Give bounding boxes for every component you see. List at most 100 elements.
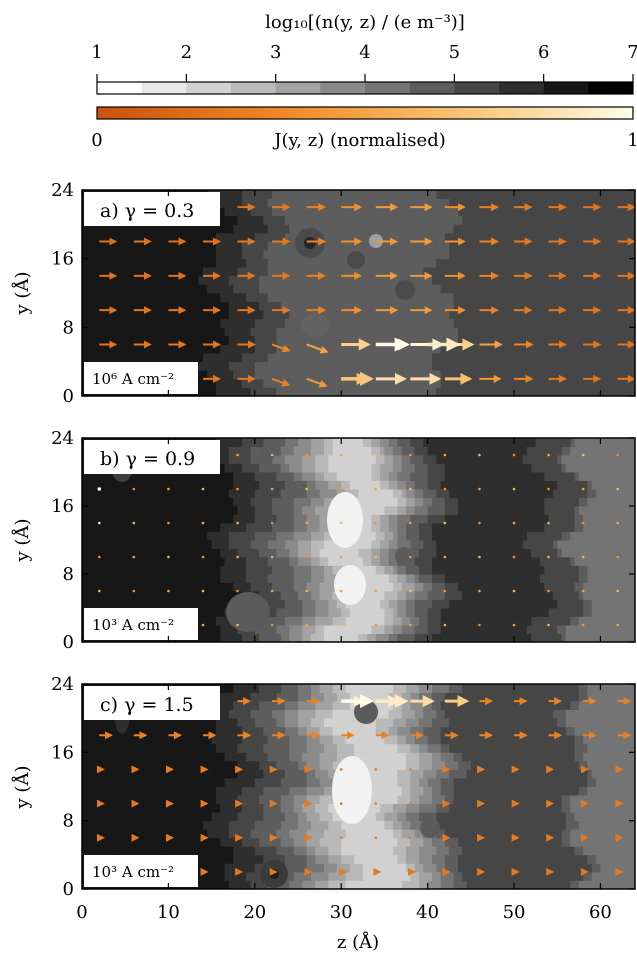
density-cell — [406, 608, 411, 617]
density-cell — [259, 310, 264, 320]
density-cell — [86, 293, 92, 302]
density-cell — [591, 258, 597, 268]
density-cell — [276, 241, 282, 251]
density-cell — [479, 284, 485, 294]
density-cell — [250, 284, 256, 294]
density-cell — [526, 207, 532, 217]
density-cell — [539, 531, 545, 541]
density-cell — [259, 207, 264, 217]
density-cell — [86, 591, 92, 600]
density-cell — [107, 591, 113, 600]
density-cell — [181, 250, 187, 260]
density-cell — [362, 267, 368, 277]
density-cell — [380, 258, 385, 268]
density-cell — [418, 574, 424, 583]
density-cell — [211, 301, 217, 311]
density-cell — [375, 250, 381, 260]
density-cell — [246, 310, 251, 320]
density-cell — [444, 599, 450, 609]
density-cell — [492, 565, 498, 575]
density-cell — [388, 378, 394, 388]
density-cell — [410, 198, 416, 208]
density-cell — [617, 591, 623, 600]
density-cell — [133, 531, 139, 541]
density-cell — [298, 335, 303, 345]
density-cell — [146, 591, 152, 600]
density-cell — [181, 353, 187, 363]
density-cell — [107, 548, 113, 558]
density-cell — [202, 250, 208, 260]
density-cell — [120, 241, 126, 251]
density-cell — [211, 267, 217, 277]
density-cell — [250, 275, 256, 285]
density-cell — [475, 616, 480, 626]
density-cell — [397, 224, 403, 234]
density-cell — [613, 241, 619, 251]
density-cell — [388, 540, 394, 549]
density-cell — [423, 267, 429, 277]
density-cell — [613, 370, 619, 380]
density-cell — [384, 591, 390, 600]
density-cell — [462, 258, 467, 268]
density-cell — [345, 198, 351, 208]
density-cell — [531, 548, 537, 558]
density-cell — [583, 633, 588, 642]
density-cell — [215, 608, 221, 617]
density-cell — [224, 241, 230, 251]
density-cell — [168, 582, 174, 592]
density-cell — [380, 523, 385, 532]
density-cell — [393, 387, 398, 396]
density-cell — [224, 250, 230, 260]
density-cell — [380, 293, 385, 302]
density-cell — [328, 540, 333, 549]
density-cell — [457, 582, 463, 592]
density-cell — [259, 387, 264, 396]
density-cell — [552, 548, 558, 558]
density-cell — [509, 625, 515, 634]
density-cell — [168, 327, 174, 337]
density-cell — [613, 574, 619, 583]
density-cell — [367, 267, 372, 277]
density-cell — [414, 327, 420, 337]
density-cell — [384, 267, 390, 277]
density-cell — [626, 224, 632, 234]
density-cell — [82, 540, 87, 549]
density-cell — [94, 574, 100, 583]
density-cell — [116, 284, 122, 294]
density-cell — [285, 301, 290, 311]
density-cell — [254, 190, 260, 199]
density-cell — [557, 582, 562, 592]
density-cell — [168, 293, 174, 302]
density-cell — [622, 267, 627, 277]
density-cell — [406, 353, 411, 363]
density-cell — [514, 557, 519, 566]
density-cell — [570, 557, 575, 566]
density-cell — [94, 284, 100, 294]
density-cell — [155, 523, 161, 532]
density-cell — [501, 207, 506, 217]
density-cell — [561, 275, 567, 285]
density-cell — [470, 301, 476, 311]
density-cell — [574, 318, 580, 328]
density-cell — [518, 353, 524, 363]
density-cell — [574, 207, 580, 217]
density-cell — [427, 250, 433, 260]
density-cell — [207, 335, 213, 345]
density-cell — [427, 190, 433, 199]
density-cell — [375, 625, 381, 634]
density-cell — [570, 207, 575, 217]
density-cell — [583, 275, 588, 285]
density-cell — [539, 616, 545, 626]
density-cell — [349, 310, 355, 320]
density-cell — [518, 565, 524, 575]
density-cell — [198, 633, 204, 642]
density-cell — [90, 258, 96, 268]
density-cell — [475, 344, 480, 354]
density-cell — [133, 582, 139, 592]
density-cell — [371, 370, 377, 380]
density-cell — [142, 250, 148, 260]
density-cell — [509, 258, 515, 268]
density-cell — [630, 241, 635, 251]
density-cell — [552, 224, 558, 234]
